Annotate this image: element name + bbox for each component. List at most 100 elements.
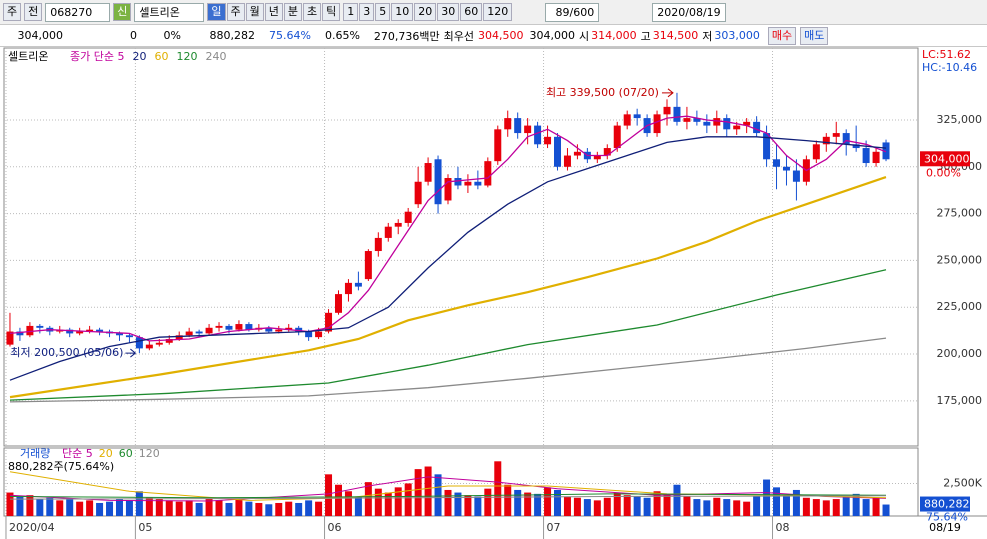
volume-bar bbox=[175, 501, 183, 516]
y-tick-label: 2,500K bbox=[943, 476, 982, 489]
volume-bar bbox=[842, 496, 850, 516]
volume-bar bbox=[16, 496, 24, 516]
candle-body bbox=[713, 118, 721, 126]
volume-bar bbox=[484, 488, 492, 516]
sell-button[interactable]: 매도 bbox=[800, 26, 829, 45]
candle-body bbox=[175, 335, 183, 340]
interval-button[interactable]: 120 bbox=[483, 3, 513, 21]
candle-body bbox=[195, 331, 203, 334]
candle-body bbox=[872, 151, 880, 164]
candle-body bbox=[185, 331, 193, 336]
candle-body bbox=[753, 121, 761, 134]
candle-body bbox=[394, 222, 402, 227]
candle-body bbox=[295, 327, 303, 332]
volume-bar bbox=[344, 491, 352, 516]
candle-body bbox=[663, 106, 671, 115]
candle-body bbox=[723, 118, 731, 130]
legend-entry: 120 bbox=[176, 50, 197, 63]
candle-body bbox=[683, 118, 691, 122]
volume-box bbox=[920, 496, 970, 512]
period-button[interactable]: 초 bbox=[303, 3, 322, 21]
volume-bar bbox=[812, 499, 820, 516]
open: 314,000 bbox=[591, 29, 637, 42]
x-tick-label: 2020/04 bbox=[9, 521, 55, 534]
interval-button[interactable]: 3 bbox=[359, 3, 375, 21]
candle-body bbox=[534, 125, 542, 145]
stock-name[interactable]: 셀트리온 bbox=[134, 2, 205, 22]
period-button[interactable]: 분 bbox=[283, 3, 302, 21]
volume-bar bbox=[414, 469, 422, 516]
volume-bar bbox=[563, 496, 571, 516]
volume-bar bbox=[852, 493, 860, 516]
y-tick-label: 175,000 bbox=[937, 394, 983, 407]
volume-bar bbox=[215, 500, 223, 516]
ask: 304,500 bbox=[478, 29, 524, 42]
candle-body bbox=[782, 166, 790, 171]
candle-body bbox=[374, 237, 382, 252]
volume-bar bbox=[225, 502, 233, 516]
volume-bar bbox=[872, 497, 880, 516]
candle-body bbox=[205, 327, 213, 334]
volume-bar bbox=[723, 499, 731, 516]
period-button[interactable]: 년 bbox=[264, 3, 283, 21]
candle-body bbox=[384, 226, 392, 238]
volume-bar bbox=[354, 496, 362, 516]
volume-bar bbox=[235, 499, 243, 516]
y-tick-label: 325,000 bbox=[937, 113, 983, 126]
volume-bar bbox=[683, 496, 691, 516]
candle-body bbox=[275, 329, 283, 332]
volume-bar bbox=[673, 484, 681, 516]
period-button[interactable]: 틱 bbox=[322, 3, 341, 21]
count[interactable]: 89/600 bbox=[545, 2, 600, 22]
interval-button[interactable]: 5 bbox=[375, 3, 391, 21]
volume-bar bbox=[205, 499, 213, 516]
volume-bar bbox=[295, 502, 303, 516]
candle-body bbox=[822, 136, 830, 145]
chart: 셀트리온 LC:51.62 HC:-10.46 거래량 880,282주(75.… bbox=[3, 47, 987, 539]
volume-bar bbox=[633, 496, 641, 516]
interval-button[interactable]: 30 bbox=[437, 3, 460, 21]
candle-body bbox=[325, 312, 333, 332]
volume-bar bbox=[255, 502, 263, 516]
candle-body bbox=[773, 159, 781, 167]
period-button[interactable]: 주 bbox=[226, 3, 245, 21]
buy-button[interactable]: 매수 bbox=[767, 26, 797, 45]
high: 314,500 bbox=[652, 29, 699, 42]
prev[interactable]: 전 bbox=[24, 3, 43, 21]
annotation-arrow bbox=[661, 88, 674, 98]
interval-button[interactable]: 60 bbox=[460, 3, 483, 21]
market[interactable]: 주 bbox=[3, 3, 22, 21]
volume-bar bbox=[444, 489, 452, 516]
volume-bar bbox=[36, 499, 44, 516]
candle-body bbox=[26, 325, 34, 336]
candle-body bbox=[36, 325, 44, 328]
date[interactable]: 2020/08/19 bbox=[652, 2, 726, 22]
y-tick-label: 200,000 bbox=[937, 347, 983, 360]
badge: 신 bbox=[113, 3, 132, 21]
candle-body bbox=[115, 333, 123, 336]
interval-button[interactable]: 10 bbox=[391, 3, 414, 21]
period-button[interactable]: 월 bbox=[245, 3, 264, 21]
change: 0 bbox=[130, 29, 137, 42]
volume-ratio: 75.64% bbox=[269, 29, 311, 42]
period-button[interactable]: 일 bbox=[207, 3, 226, 21]
candle-body bbox=[673, 106, 681, 122]
volume-bar bbox=[613, 492, 621, 516]
legend-entry: 20 bbox=[99, 447, 113, 460]
volume-bar bbox=[404, 483, 412, 516]
ma-line bbox=[9, 476, 887, 502]
legend-entry: 240 bbox=[205, 50, 226, 63]
interval-button[interactable]: 20 bbox=[414, 3, 437, 21]
candle-body bbox=[315, 331, 323, 338]
candle-body bbox=[603, 148, 611, 156]
interval-button[interactable]: 1 bbox=[343, 3, 359, 21]
candle-body bbox=[504, 118, 512, 130]
volume-bar bbox=[195, 502, 203, 516]
candle-body bbox=[593, 155, 601, 160]
x-tick-label: 07 bbox=[547, 521, 561, 534]
code[interactable]: 068270 bbox=[45, 2, 111, 22]
volume-bar bbox=[86, 500, 94, 516]
volume-bar bbox=[434, 474, 442, 516]
low-label: 저 bbox=[702, 29, 713, 43]
volume-bar bbox=[603, 497, 611, 516]
